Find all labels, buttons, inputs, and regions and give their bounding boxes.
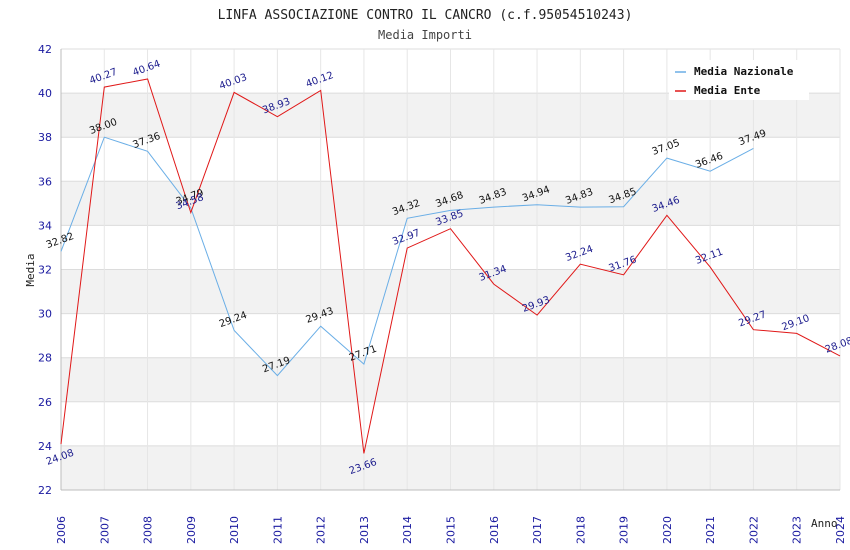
chart-title: LINFA ASSOCIAZIONE CONTRO IL CANCRO (c.f… [218, 8, 633, 23]
y-tick-label: 38 [38, 131, 52, 144]
y-tick-label: 34 [38, 219, 52, 232]
x-tick-label: 2024 [834, 516, 847, 544]
y-tick-label: 26 [38, 396, 52, 409]
y-tick-label: 28 [38, 352, 52, 365]
x-axis-label: Anno [811, 517, 838, 530]
x-tick-label: 2017 [531, 516, 544, 544]
series-line-media-ente [60, 78, 841, 454]
x-tick-label: 2009 [185, 516, 198, 544]
y-tick-label: 42 [38, 43, 52, 56]
x-tick-label: 2016 [488, 516, 501, 544]
x-tick-label: 2012 [315, 516, 328, 544]
legend-label-media-nazionale: Media Nazionale [694, 65, 794, 78]
x-tick-label: 2007 [98, 516, 111, 544]
series-line-media-nazionale [60, 136, 754, 377]
x-tick-label: 2008 [142, 516, 155, 544]
chart-subtitle: Media Importi [378, 28, 472, 42]
series-lines [60, 78, 841, 454]
y-tick-label: 30 [38, 308, 52, 321]
x-tick-label: 2019 [618, 516, 631, 544]
legend: Media Nazionale Media Ente [669, 60, 809, 100]
x-tick-label: 2020 [661, 516, 674, 544]
x-tick-label: 2006 [55, 516, 68, 544]
x-tick-label: 2011 [271, 516, 284, 544]
x-tick-label: 2018 [574, 516, 587, 544]
y-tick-label: 32 [38, 264, 52, 277]
x-tick-label: 2015 [445, 516, 458, 544]
y-tick-label: 22 [38, 484, 52, 497]
legend-box [669, 60, 809, 100]
x-axis-ticks: 2006 2007 2008 2009 2010 2011 2012 2013 2014 2015… [55, 516, 847, 544]
x-tick-label: 2021 [704, 516, 717, 544]
legend-label-media-ente: Media Ente [694, 84, 761, 97]
y-axis-ticks: 22 24 26 28 30 32 34 36 38 40 42 [38, 43, 52, 497]
x-tick-label: 2022 [747, 516, 760, 544]
y-tick-label: 40 [38, 87, 52, 100]
x-tick-label: 2023 [791, 516, 804, 544]
x-tick-label: 2014 [401, 516, 414, 544]
x-tick-label: 2010 [228, 516, 241, 544]
y-axis-label: Media [24, 253, 37, 286]
x-tick-label: 2013 [358, 516, 371, 544]
y-tick-label: 36 [38, 175, 52, 188]
grid-lines [60, 48, 841, 491]
y-tick-label: 24 [38, 440, 52, 453]
